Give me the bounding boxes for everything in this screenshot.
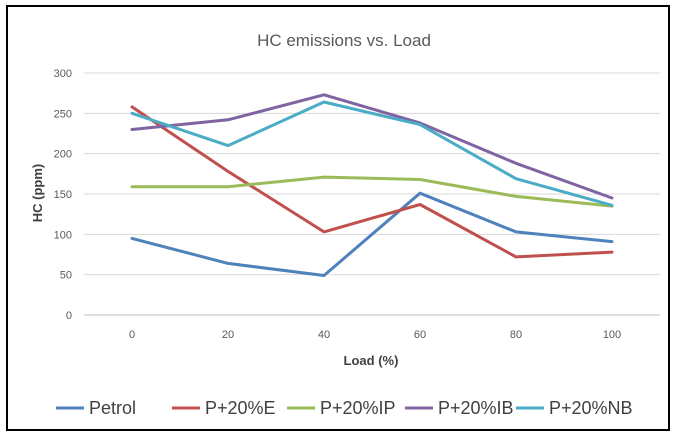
legend-label: P+20%IP [320, 398, 396, 418]
x-tick-label: 20 [222, 329, 234, 341]
x-tick-label: 40 [318, 329, 330, 341]
series-lines [130, 93, 614, 277]
legend-label: P+20%IB [438, 398, 514, 418]
series-line-p-20-ip [130, 175, 614, 208]
x-tick-label: 0 [129, 329, 135, 341]
x-tick-labels: 0 20 40 60 80 100 [129, 329, 621, 341]
legend: Petrol P+20%E P+20%IP P+20%IB P+20%NB [56, 398, 633, 418]
x-tick-label: 80 [510, 329, 522, 341]
series-line-petrol [130, 191, 614, 277]
y-tick-label: 0 [66, 310, 72, 322]
legend-label: Petrol [89, 398, 136, 418]
y-tick-label: 150 [54, 189, 72, 201]
chart-frame [6, 5, 670, 431]
series-line-p-20-nb [130, 100, 614, 207]
x-axis-label: Load (%) [344, 353, 399, 368]
series-line-p-20-ib [130, 93, 614, 200]
y-tick-labels: 0 50 100 150 200 250 300 [54, 68, 72, 322]
legend-label: P+20%E [205, 398, 276, 418]
y-tick-label: 50 [60, 270, 72, 282]
y-tick-label: 200 [54, 149, 72, 161]
x-tick-label: 100 [603, 329, 621, 341]
chart-title: HC emissions vs. Load [257, 31, 431, 50]
legend-label: P+20%NB [549, 398, 633, 418]
y-axis-label: HC (ppm) [30, 164, 45, 223]
series-line-p-20-e [130, 105, 614, 259]
y-tick-label: 250 [54, 108, 72, 120]
y-tick-label: 100 [54, 229, 72, 241]
y-tick-label: 300 [54, 68, 72, 80]
x-tick-label: 60 [414, 329, 426, 341]
